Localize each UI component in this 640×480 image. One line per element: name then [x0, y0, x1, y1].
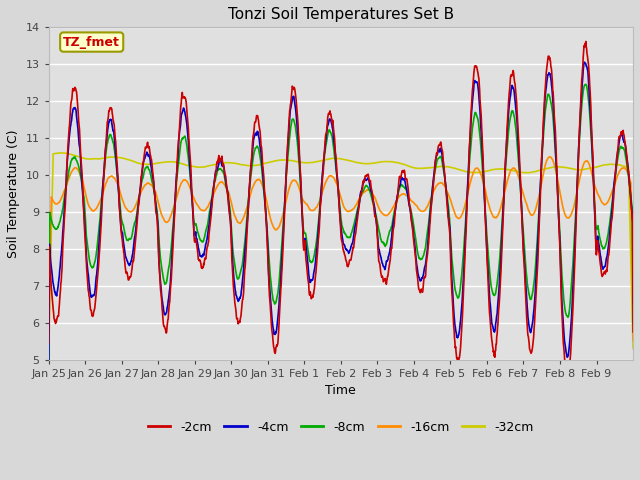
Legend: -2cm, -4cm, -8cm, -16cm, -32cm: -2cm, -4cm, -8cm, -16cm, -32cm [143, 416, 539, 439]
X-axis label: Time: Time [326, 384, 356, 397]
Text: TZ_fmet: TZ_fmet [63, 36, 120, 48]
Title: Tonzi Soil Temperatures Set B: Tonzi Soil Temperatures Set B [228, 7, 454, 22]
Y-axis label: Soil Temperature (C): Soil Temperature (C) [7, 129, 20, 258]
